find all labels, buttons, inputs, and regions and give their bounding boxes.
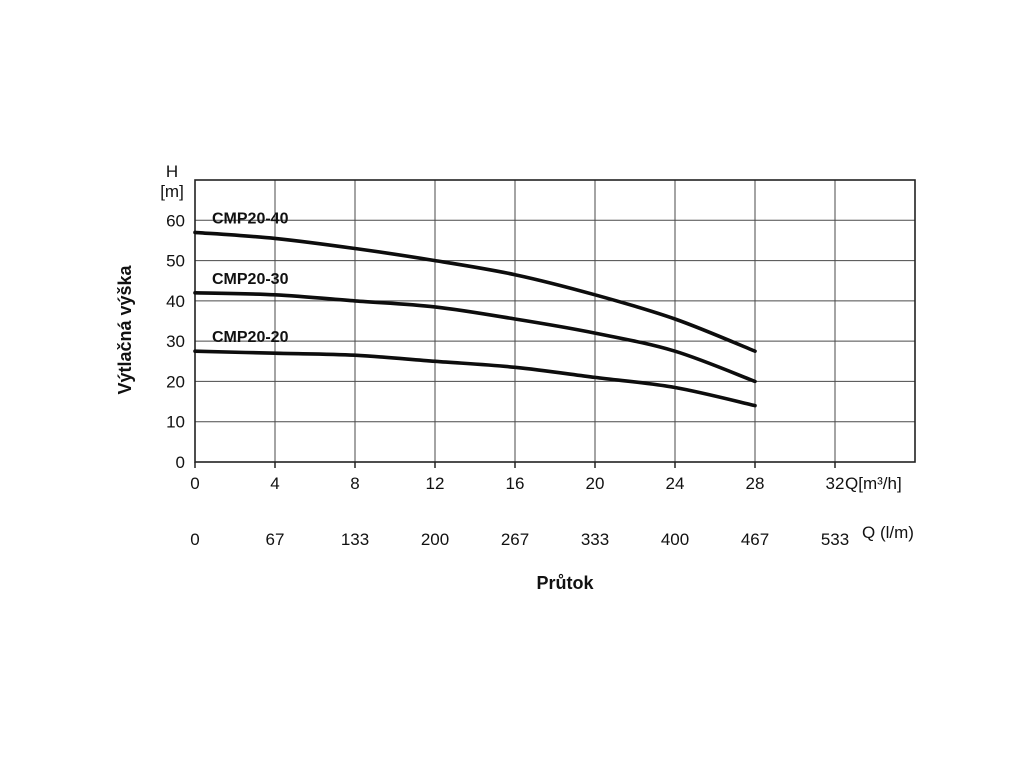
y-axis-title: Výtlačná výška [115,264,135,394]
x2-tick-label: 533 [821,530,849,549]
x-tick-label: 4 [270,474,279,493]
x-tick-label: 20 [586,474,605,493]
grid [194,179,916,468]
curve-cmp20-40 [193,230,757,353]
y-tick-label: 60 [166,211,185,230]
x-tick-label: 12 [426,474,445,493]
plot-border [194,179,916,463]
curves [193,230,757,408]
x-axis-unit: Q[m³/h] [845,474,902,493]
y-axis-unit: [m] [160,182,184,201]
y-tick-label: 50 [166,252,185,271]
curve-cmp20-20 [193,349,757,408]
curve-cmp20-30 [193,291,757,384]
x-tick-label: 16 [506,474,525,493]
x2-tick-label: 467 [741,530,769,549]
x2-tick-label: 67 [266,530,285,549]
tick-labels: 0 4 8 12 16 20 24 28 32 0 67 133 200 267 333 400 467 533 0… [166,210,849,549]
x-tick-label: 28 [746,474,765,493]
curve-label: CMP20-40 [212,210,289,227]
x2-tick-label: 333 [581,530,609,549]
x2-tick-label: 267 [501,530,529,549]
curve-label: CMP20-30 [212,271,289,288]
x-tick-label: 8 [350,474,359,493]
curve-label: CMP20-20 [212,329,289,346]
x2-tick-label: 133 [341,530,369,549]
y-tick-label: 40 [166,292,185,311]
x-axis2-unit: Q (l/m) [862,523,914,542]
x-tick-label: 24 [666,474,685,493]
y-tick-label: 30 [166,332,185,351]
y-tick-label: 20 [166,372,185,391]
y-tick-label: 10 [166,413,185,432]
x2-tick-label: 400 [661,530,689,549]
y-axis-unit-symbol: H [166,162,178,181]
x-axis-title: Průtok [536,573,594,593]
x2-tick-label: 0 [190,530,199,549]
x-tick-label: 0 [190,474,199,493]
x2-tick-label: 200 [421,530,449,549]
x-tick-label: 32 [826,474,845,493]
y-tick-label: 0 [176,453,185,472]
